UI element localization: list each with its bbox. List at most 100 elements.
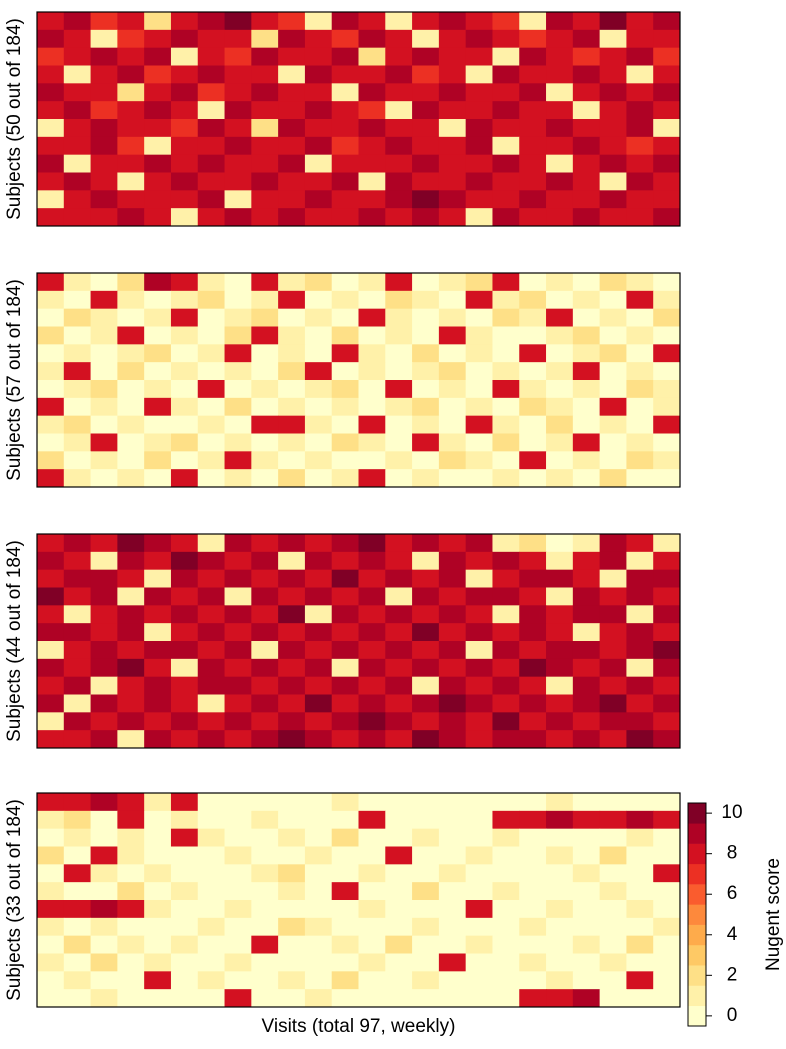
heat-cell — [144, 273, 172, 292]
heat-cell — [572, 534, 601, 553]
heat-cell — [37, 190, 65, 209]
heat-cell — [465, 917, 493, 937]
heat-cell — [412, 810, 440, 830]
heat-cell — [438, 273, 467, 292]
heat-cell — [224, 326, 252, 345]
heat-cell — [653, 971, 681, 990]
heat-cell — [385, 864, 413, 883]
heat-cell — [626, 326, 654, 345]
heat-cell — [546, 12, 574, 31]
heat-cell — [626, 451, 654, 470]
heat-cell — [197, 864, 226, 883]
heat-cell — [385, 712, 413, 731]
heat-cell — [144, 326, 172, 345]
heat-cell — [224, 971, 252, 990]
heat-cell — [117, 344, 145, 363]
heat-cell — [492, 676, 520, 695]
colorbar-swatch — [688, 924, 706, 946]
heat-cell — [170, 953, 199, 972]
heat-cell — [492, 101, 520, 120]
heat-cell — [144, 451, 172, 470]
heat-cell — [63, 451, 92, 470]
colorbar-tick-label: 10 — [721, 802, 742, 823]
heat-cell — [304, 469, 333, 488]
heat-cell — [385, 380, 413, 399]
heat-cell — [278, 730, 306, 749]
heat-cell — [251, 587, 279, 606]
heat-cell — [358, 380, 386, 399]
heat-cell — [358, 569, 386, 588]
heat-cell — [412, 551, 440, 571]
heat-cell — [626, 119, 654, 138]
heat-cell — [492, 793, 520, 812]
heat-cell — [653, 308, 681, 327]
heat-cell — [278, 900, 306, 919]
heat-cell — [599, 810, 627, 830]
heat-cell — [37, 12, 65, 31]
heat-cell — [251, 208, 279, 227]
heat-cell — [197, 953, 226, 972]
heat-cell — [197, 101, 226, 120]
heat-cell — [653, 362, 681, 381]
heat-cell — [63, 344, 92, 363]
heat-cell — [572, 712, 601, 731]
heat-cell — [385, 828, 413, 847]
heat-cell — [653, 882, 681, 901]
heat-cell — [117, 208, 145, 227]
heat-cell — [412, 119, 440, 138]
heat-cell — [599, 694, 627, 713]
heat-cell — [626, 793, 654, 812]
heat-cell — [572, 882, 601, 901]
heat-cell — [492, 415, 520, 434]
heat-cell — [170, 730, 199, 749]
heat-cell — [90, 569, 118, 588]
heat-cell — [412, 344, 440, 363]
heat-cell — [492, 864, 520, 883]
heat-cell — [278, 551, 306, 571]
heat-cell — [465, 273, 493, 292]
heat-cell — [278, 534, 306, 553]
heat-cell — [117, 136, 145, 156]
heat-cell — [519, 810, 547, 830]
heat-cell — [278, 828, 306, 847]
heat-cell — [224, 290, 252, 310]
heat-cell — [170, 694, 199, 713]
heat-cell — [572, 551, 601, 571]
x-axis-label: Visits (total 97, weekly) — [262, 1016, 456, 1037]
heat-cell — [412, 208, 440, 227]
colorbar-swatch — [688, 944, 706, 966]
heat-cell — [251, 569, 279, 588]
heat-cell — [572, 433, 601, 452]
heat-cell — [170, 433, 199, 452]
heat-cell — [572, 83, 601, 102]
heat-cell — [63, 362, 92, 381]
heat-cell — [599, 917, 627, 937]
heat-cell — [63, 190, 92, 209]
heat-cell — [385, 935, 413, 954]
heat-cell — [63, 864, 92, 883]
heat-cell — [144, 119, 172, 138]
heat-cell — [438, 989, 467, 1008]
heat-cell — [438, 326, 467, 345]
heat-cell — [197, 308, 226, 327]
heat-cell — [117, 846, 145, 865]
heat-cell — [412, 172, 440, 191]
heat-cell — [170, 362, 199, 381]
heat-cell — [626, 605, 654, 624]
heat-cell — [278, 273, 306, 292]
heat-cell — [251, 882, 279, 901]
heat-cell — [251, 469, 279, 488]
heat-cell — [197, 29, 226, 49]
heat-cell — [385, 900, 413, 919]
heat-cell — [197, 971, 226, 990]
heat-cell — [465, 676, 493, 695]
heat-cell — [572, 415, 601, 434]
heat-cell — [599, 534, 627, 553]
heat-cell — [117, 935, 145, 954]
heat-cell — [144, 810, 172, 830]
heat-cell — [170, 658, 199, 678]
heat-cell — [358, 397, 386, 417]
heat-cell — [224, 308, 252, 327]
heat-cell — [412, 12, 440, 31]
heat-cell — [90, 415, 118, 434]
